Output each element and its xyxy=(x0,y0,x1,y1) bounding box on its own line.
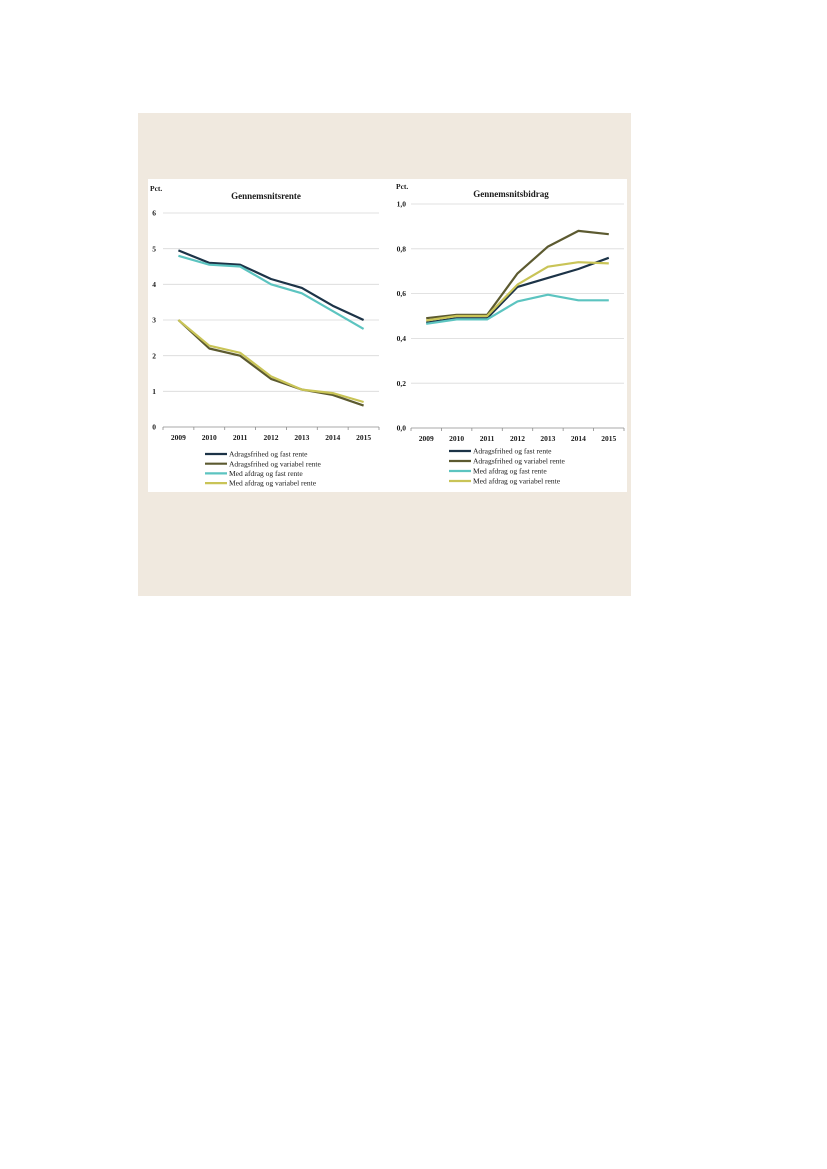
x-tick-label: 2015 xyxy=(601,434,616,443)
x-tick-label: 2015 xyxy=(356,433,371,442)
x-tick-label: 2010 xyxy=(449,434,464,443)
y-tick-label: 3 xyxy=(152,316,156,325)
x-tick-label: 2011 xyxy=(480,434,495,443)
series-line-adragsfrihed-og-fast-rente xyxy=(426,256,610,324)
chart-title: Gennemsnitsrente xyxy=(231,191,301,201)
y-axis-unit-label: Pct. xyxy=(396,182,408,191)
x-tick-label: 2012 xyxy=(264,433,279,442)
x-tick-label: 2012 xyxy=(510,434,525,443)
x-tick-label: 2011 xyxy=(233,433,248,442)
y-tick-label: 0,0 xyxy=(397,424,407,433)
legend-label: Med afdrag og fast rente xyxy=(473,467,547,476)
series-line-adragsfrihed-og-variabel-rente xyxy=(426,229,609,320)
series-line-adragsfrihed-og-fast-rente xyxy=(177,249,365,321)
x-tick-label: 2009 xyxy=(171,433,186,442)
y-tick-label: 6 xyxy=(152,209,156,218)
y-tick-label: 0,4 xyxy=(397,334,407,343)
y-tick-label: 0,2 xyxy=(397,379,407,388)
y-tick-label: 0 xyxy=(152,423,156,432)
x-tick-label: 2009 xyxy=(419,434,434,443)
y-tick-label: 5 xyxy=(152,244,156,253)
chart-area xyxy=(148,179,627,492)
legend-label: Adragsfrihed og variabel rente xyxy=(229,459,322,468)
series-line-med-afdrag-og-variabel-rente xyxy=(177,319,364,404)
legend-label: Adragsfrihed og fast rente xyxy=(229,450,308,459)
chart-title: Gennemsnitsbidrag xyxy=(473,189,549,199)
x-tick-label: 2014 xyxy=(571,434,586,443)
y-tick-label: 1,0 xyxy=(397,200,407,209)
series-line-med-afdrag-og-variabel-rente xyxy=(426,261,609,322)
legend-label: Adragsfrihed og variabel rente xyxy=(473,457,566,466)
y-tick-label: 0,6 xyxy=(397,289,407,298)
legend-label: Med afdrag og variabel rente xyxy=(473,477,561,486)
series-line-med-afdrag-og-fast-rente xyxy=(426,293,609,325)
x-tick-label: 2014 xyxy=(325,433,340,442)
x-tick-label: 2013 xyxy=(540,434,555,443)
y-tick-label: 2 xyxy=(152,351,156,360)
y-tick-label: 4 xyxy=(152,280,156,289)
series-line-med-afdrag-og-fast-rente xyxy=(178,254,365,330)
series-line-adragsfrihed-og-variabel-rente xyxy=(177,319,364,407)
x-tick-label: 2013 xyxy=(294,433,309,442)
y-tick-label: 0,8 xyxy=(397,244,407,253)
x-tick-label: 2010 xyxy=(202,433,217,442)
legend-label: Med afdrag og fast rente xyxy=(229,469,303,478)
y-axis-unit-label: Pct. xyxy=(150,184,162,193)
y-tick-label: 1 xyxy=(152,387,156,396)
legend-label: Med afdrag og variabel rente xyxy=(229,479,317,488)
legend-label: Adragsfrihed og fast rente xyxy=(473,447,552,456)
